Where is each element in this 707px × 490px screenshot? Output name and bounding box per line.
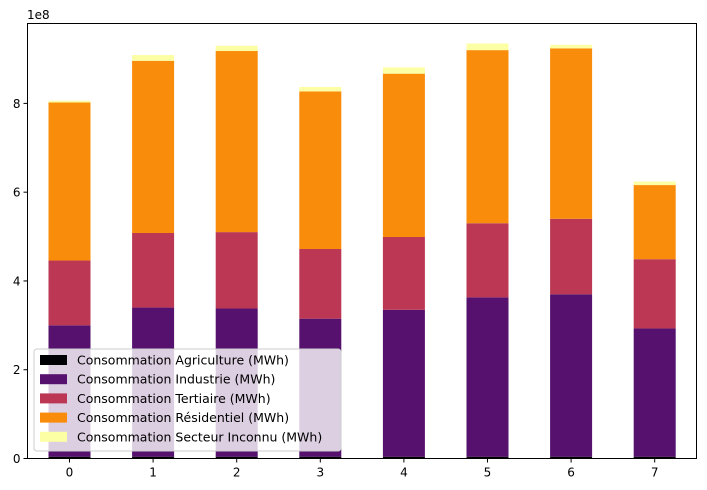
legend-label: Consommation Tertiaire (MWh) xyxy=(77,391,271,406)
x-axis: 0 1 2 3 4 5 6 7 xyxy=(66,458,659,480)
bar-segment-3-3 xyxy=(299,91,342,249)
legend-label: Consommation Résidentiel (MWh) xyxy=(77,410,289,425)
legend-swatch xyxy=(40,374,67,385)
bar-segment-2-0 xyxy=(48,260,91,326)
bar-segment-1-4 xyxy=(382,309,425,457)
bar-segment-0-1 xyxy=(132,456,175,459)
bar-segment-2-6 xyxy=(550,218,593,295)
legend-swatch xyxy=(40,431,67,442)
y-tick-label: 2 xyxy=(13,363,21,377)
bar-segment-4-3 xyxy=(299,86,342,92)
bar-segment-2-3 xyxy=(299,248,342,319)
legend: Consommation Agriculture (MWh) Consommati… xyxy=(33,348,342,452)
legend-swatch xyxy=(40,393,67,404)
legend-label: Consommation Secteur Inconnu (MWh) xyxy=(77,429,322,444)
legend-label: Consommation Agriculture (MWh) xyxy=(77,353,289,368)
y-tick-label: 6 xyxy=(13,186,21,200)
bar-segment-4-6 xyxy=(550,44,593,49)
x-tick-label: 3 xyxy=(316,466,324,480)
bar-segment-2-1 xyxy=(132,233,175,308)
y-tick-label: 8 xyxy=(13,97,21,111)
bar-segment-3-5 xyxy=(466,50,509,224)
y-tick-label: 4 xyxy=(13,274,21,288)
legend-swatch xyxy=(40,412,67,423)
x-tick-label: 6 xyxy=(567,466,575,480)
x-tick-label: 5 xyxy=(484,466,492,480)
bar-segment-1-6 xyxy=(550,294,593,457)
bar-segment-2-5 xyxy=(466,223,509,298)
bar-segment-4-0 xyxy=(48,100,91,103)
legend-swatch xyxy=(40,355,67,365)
bar-segment-0-5 xyxy=(466,456,509,459)
bar-segment-4-7 xyxy=(633,181,676,186)
bar-segment-0-0 xyxy=(48,456,91,459)
bar-segment-0-7 xyxy=(633,456,676,459)
x-tick-label: 1 xyxy=(149,466,157,480)
bar-segment-3-1 xyxy=(132,60,175,234)
x-tick-label: 0 xyxy=(66,466,74,480)
x-tick-label: 2 xyxy=(233,466,241,480)
bar-segment-3-2 xyxy=(215,51,258,233)
y-axis: 0 2 4 6 8 xyxy=(13,97,28,466)
bar-segment-1-7 xyxy=(633,328,676,457)
bar-segment-4-5 xyxy=(466,43,509,51)
x-tick-label: 7 xyxy=(651,466,659,480)
x-tick-label: 4 xyxy=(400,466,408,480)
plot-frame xyxy=(27,23,697,459)
bar-segment-1-5 xyxy=(466,297,509,457)
bar-segment-4-1 xyxy=(132,55,175,61)
bar-segment-3-7 xyxy=(633,185,676,260)
bar-segment-2-4 xyxy=(382,237,425,310)
legend-label: Consommation Industrie (MWh) xyxy=(77,372,275,387)
bar-segment-0-3 xyxy=(299,456,342,459)
bar-segment-0-4 xyxy=(382,456,425,459)
bar-segment-2-7 xyxy=(633,259,676,329)
legend-box xyxy=(33,348,342,452)
bar-segment-3-4 xyxy=(382,73,425,238)
y-offset-text: 1e8 xyxy=(27,8,50,22)
bar-segment-3-6 xyxy=(550,48,593,219)
bar-segment-4-4 xyxy=(382,67,425,74)
bar-segment-3-0 xyxy=(48,102,91,261)
y-tick-label: 0 xyxy=(13,452,21,466)
bar-segment-0-2 xyxy=(215,456,258,459)
bar-segment-0-6 xyxy=(550,456,593,459)
bar-segment-4-2 xyxy=(215,45,258,52)
bar-segment-2-2 xyxy=(215,232,258,309)
